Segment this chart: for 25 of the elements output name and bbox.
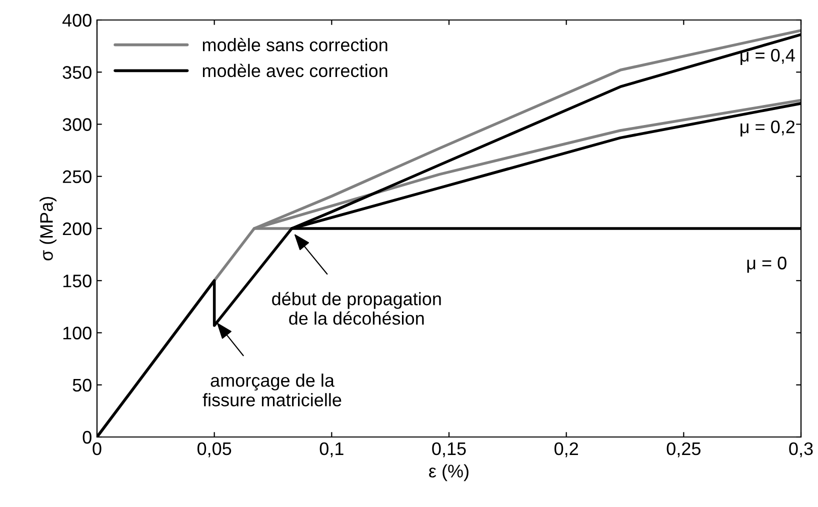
annotation: μ = 0 (747, 256, 786, 273)
y-tick-label: 100 (63, 326, 92, 340)
y-tick-label: 50 (72, 378, 92, 392)
y-tick-label: 400 (62, 14, 92, 27)
x-tick-label: 0,25 (666, 442, 700, 458)
y-tick-label: 350 (62, 66, 92, 79)
y-axis-title: σ (MPa) (40, 196, 56, 260)
x-tick-label: 0,3 (789, 442, 813, 458)
y-tick-label: 0 (82, 430, 92, 444)
y-tick-label: 300 (62, 118, 92, 131)
x-tick-label: 0 (92, 442, 102, 456)
annotation: début de propagation de la décohésion (272, 292, 441, 325)
y-tick-label: 150 (63, 274, 92, 288)
annotation: amorçage de la fissure matricielle (202, 374, 342, 406)
legend-label: modèle avec correction (202, 64, 388, 78)
annotation: μ = 0,4 (740, 48, 795, 65)
annotation: μ = 0,2 (740, 120, 795, 137)
legend-label: modèle sans correction (202, 38, 388, 52)
x-tick-label: 0,15 (432, 442, 466, 458)
y-tick-label: 250 (62, 170, 92, 184)
x-tick-label: 0,2 (554, 442, 578, 458)
y-tick-label: 200 (62, 222, 92, 236)
x-tick-label: 0,1 (320, 442, 344, 458)
x-tick-label: 0,05 (197, 442, 232, 458)
x-axis-title: ε (%) (429, 464, 468, 482)
